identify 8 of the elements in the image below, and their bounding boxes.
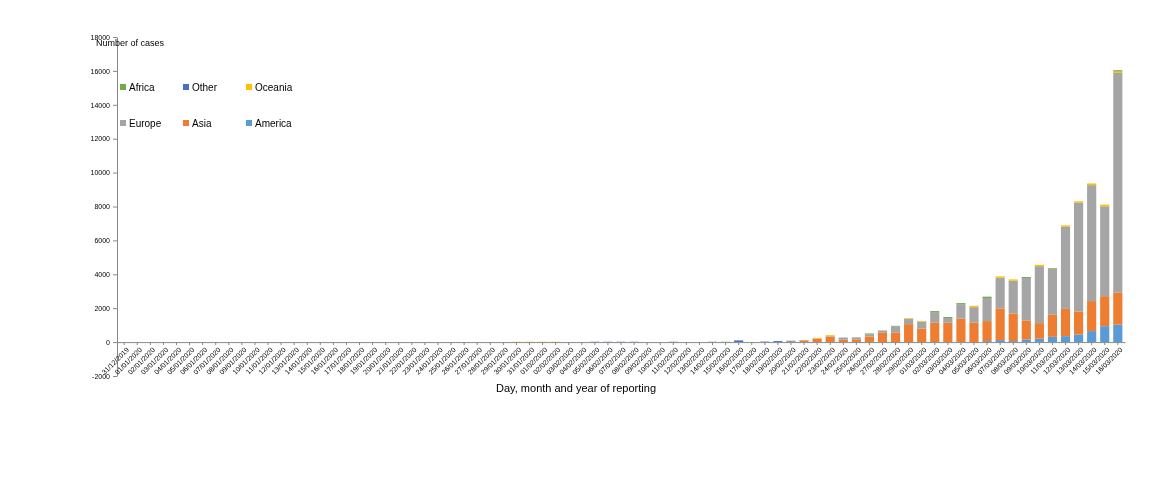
legend-label: Asia (192, 118, 212, 129)
legend-label: Oceania (255, 82, 293, 93)
legend-label: Other (192, 82, 218, 93)
x-axis-title: Day, month and year of reporting (496, 382, 656, 394)
y-axis-title: Number of cases (96, 38, 165, 48)
legend-label: Africa (129, 82, 155, 93)
legend-label: Europe (129, 118, 162, 129)
legend-label: America (255, 118, 293, 129)
